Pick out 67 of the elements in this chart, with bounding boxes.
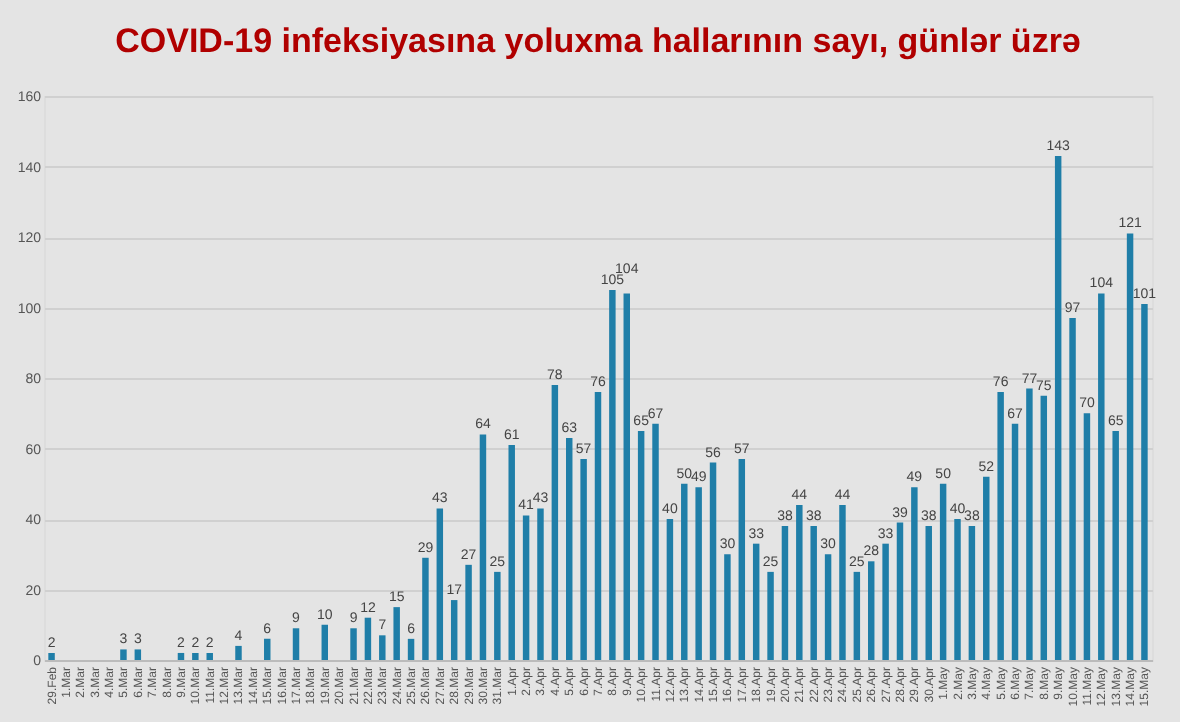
bar bbox=[925, 526, 932, 660]
bar bbox=[1098, 293, 1105, 660]
bar bbox=[1040, 395, 1048, 660]
bar bbox=[652, 423, 659, 660]
bar bbox=[479, 434, 487, 660]
bar bbox=[192, 652, 199, 660]
bar bbox=[364, 617, 372, 660]
bar bbox=[393, 607, 400, 660]
bar bbox=[911, 487, 918, 660]
bar bbox=[1069, 318, 1076, 660]
bar bbox=[1026, 388, 1033, 660]
bar bbox=[810, 526, 817, 660]
bar bbox=[824, 554, 832, 660]
bar bbox=[896, 522, 904, 660]
bar bbox=[954, 519, 961, 660]
bar bbox=[724, 554, 731, 660]
bar bbox=[494, 571, 501, 660]
bar bbox=[1011, 423, 1019, 660]
bar bbox=[781, 526, 789, 660]
bar bbox=[566, 437, 573, 660]
bar bbox=[422, 557, 429, 660]
bar bbox=[968, 526, 976, 660]
bar bbox=[537, 508, 544, 660]
bar bbox=[48, 652, 55, 660]
chart-title: COVID-19 infeksiyasına yoluxma hallarının sayı, günlər üzrə bbox=[115, 22, 1081, 60]
bar bbox=[767, 571, 774, 660]
bar bbox=[695, 487, 702, 660]
bar bbox=[1112, 430, 1119, 660]
bar bbox=[551, 385, 559, 660]
bar bbox=[1126, 233, 1134, 660]
bar bbox=[867, 561, 875, 660]
bar bbox=[379, 635, 386, 660]
bar bbox=[594, 392, 602, 660]
bar bbox=[983, 476, 990, 660]
bar bbox=[465, 564, 472, 660]
bar bbox=[609, 289, 616, 660]
bar bbox=[637, 430, 645, 660]
bar bbox=[508, 444, 515, 660]
bar bbox=[235, 645, 242, 660]
bar bbox=[1054, 155, 1062, 660]
bar bbox=[264, 638, 271, 660]
bar bbox=[134, 649, 142, 660]
bar bbox=[882, 543, 889, 660]
bar bbox=[1083, 413, 1091, 660]
bar bbox=[407, 638, 415, 660]
bar bbox=[292, 628, 300, 660]
bar bbox=[120, 649, 127, 660]
bar bbox=[206, 652, 213, 660]
bar bbox=[450, 600, 458, 660]
bar bbox=[436, 508, 444, 660]
bar bbox=[580, 459, 587, 660]
bar bbox=[939, 483, 947, 660]
bar bbox=[321, 624, 329, 660]
bar bbox=[350, 628, 357, 660]
bar bbox=[623, 293, 630, 660]
bar bbox=[522, 515, 530, 660]
bar bbox=[752, 543, 760, 660]
bar bbox=[839, 504, 846, 660]
bar bbox=[997, 392, 1004, 660]
bar bbox=[738, 459, 746, 660]
bar bbox=[177, 652, 185, 660]
bar bbox=[709, 462, 717, 660]
bar bbox=[853, 571, 861, 660]
bar bbox=[1141, 303, 1148, 660]
bar bbox=[796, 504, 803, 660]
bar bbox=[681, 483, 688, 660]
bar bbox=[666, 519, 674, 660]
